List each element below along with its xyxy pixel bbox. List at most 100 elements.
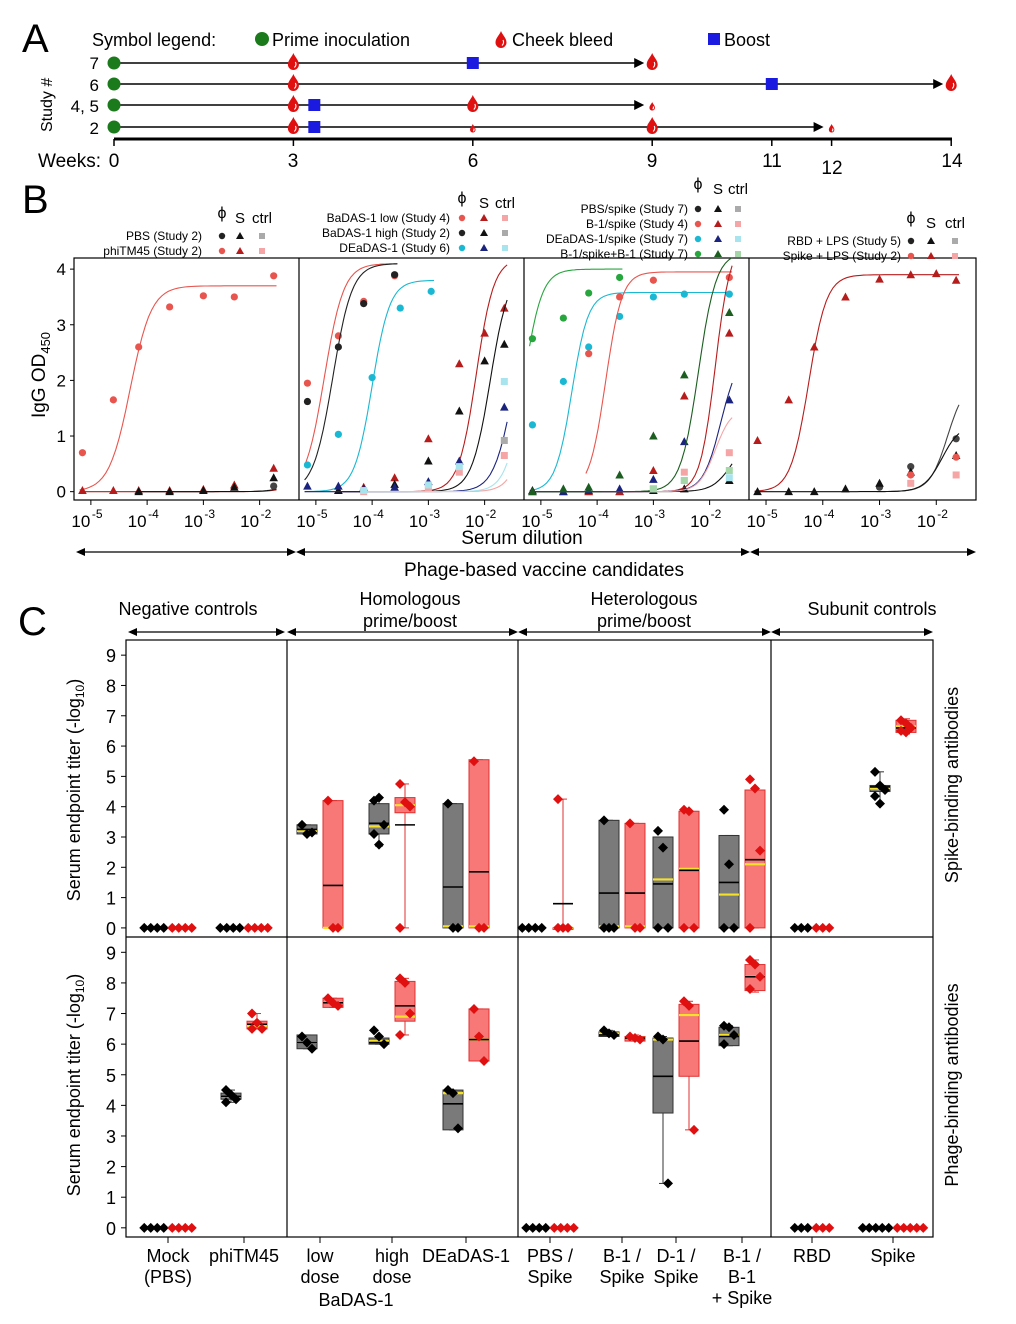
b-point-0-2-2 bbox=[199, 486, 208, 495]
b-point-2-9-1 bbox=[680, 477, 688, 485]
b-point-2-6-2 bbox=[584, 482, 593, 491]
c-ytick-label-1-6: 6 bbox=[106, 1035, 116, 1055]
phage-bracket-label: Phage-based vaccine candidates bbox=[404, 560, 684, 581]
b-point-0-0-0 bbox=[78, 449, 87, 457]
b-point-3-0-2 bbox=[809, 342, 819, 351]
c-0-cat8-red-point-0 bbox=[745, 774, 755, 785]
bleed-drop-3-2-shine bbox=[652, 125, 656, 132]
c-0-cat1-red-zero-3 bbox=[262, 922, 273, 933]
c-0-cat4-red-box bbox=[468, 759, 490, 929]
c-1-cat4-red-point-2 bbox=[479, 1055, 489, 1066]
b-point-3-0-0 bbox=[753, 435, 762, 444]
c-1-cat8-black-point-3 bbox=[719, 1039, 729, 1050]
b-xtick-label-1-2: 10 bbox=[409, 512, 428, 531]
b-point-1-7-0 bbox=[500, 436, 508, 444]
legend-ctrl-header-0: ctrl bbox=[252, 210, 272, 227]
b-point-2-6-4 bbox=[649, 431, 658, 440]
b-xtick-label-2-2: 10 bbox=[634, 512, 653, 531]
legend-s-mark-2-1 bbox=[714, 220, 722, 227]
b-fit-curve-0-0 bbox=[79, 285, 277, 491]
legend-phi-mark-0-1 bbox=[218, 247, 226, 255]
b-point-1-4-5 bbox=[480, 356, 489, 365]
legend-item-label-0-0: PBS (Study 2) bbox=[126, 229, 202, 243]
c-0-cat7-black-box bbox=[652, 836, 674, 929]
c-0-cat2-black-point-2 bbox=[307, 827, 317, 838]
b-point-1-6-1 bbox=[424, 485, 432, 493]
bleed-drop-1-0-shine bbox=[293, 82, 297, 89]
c-1-cat5-black-zero-3 bbox=[540, 1222, 551, 1233]
b-fit-curve-3-0 bbox=[754, 274, 959, 492]
c-category-label-9-0: RBD bbox=[793, 1246, 831, 1266]
c-1-cat8-red-point-3 bbox=[745, 984, 755, 995]
group-header-heterologous-1: Heterologous bbox=[590, 589, 697, 609]
c-0-cat3-red-point-0 bbox=[395, 778, 405, 789]
study-label-7: 7 bbox=[90, 54, 99, 73]
c-0-cat10-black-point-3 bbox=[870, 791, 880, 802]
b-point-3-2-0 bbox=[753, 487, 762, 496]
c-0-cat6-red-point-0 bbox=[625, 818, 635, 829]
c-1-cat1-red-point-0 bbox=[247, 1008, 257, 1019]
c-1-cat10-black-zero-1 bbox=[864, 1222, 875, 1233]
timeline-arrowhead-3 bbox=[813, 122, 824, 132]
c-1-cat2-black-point-1 bbox=[302, 1037, 312, 1048]
b-fit-curve-2-1 bbox=[529, 291, 733, 492]
c-0-cat0-red-zero-1 bbox=[173, 922, 184, 933]
b-xtick-label-3-3: 10 bbox=[917, 512, 936, 531]
c-0-cat0-black-zero-2 bbox=[152, 922, 163, 933]
c-category-label-0-1: (PBS) bbox=[144, 1267, 192, 1287]
b-point-1-5-1 bbox=[334, 481, 343, 490]
legend-phi-mark-2-3 bbox=[694, 250, 702, 258]
b-point-1-8-3 bbox=[500, 378, 508, 386]
b-fit-curve-1-8 bbox=[360, 462, 508, 493]
c-ytick-label-1-2: 2 bbox=[106, 1158, 116, 1178]
b-point-0-1-6 bbox=[269, 463, 278, 472]
c-1-cat5-black-zero-2 bbox=[534, 1222, 545, 1233]
group-bracket-negative-right-head bbox=[276, 628, 285, 636]
b-xtick-exp-3-1: -4 bbox=[824, 507, 835, 521]
c-category-label-5-1: Spike bbox=[527, 1267, 572, 1287]
b-point-3-1-2 bbox=[952, 435, 960, 443]
c-1-cat10-black-zero-4 bbox=[883, 1222, 894, 1233]
c-1-cat2-red-point-2 bbox=[333, 1000, 343, 1011]
b-point-1-6-2 bbox=[455, 468, 463, 476]
b-ytick-label-2: 2 bbox=[57, 371, 66, 390]
b-point-0-3-0 bbox=[270, 482, 278, 490]
legend-phi-mark-2-0 bbox=[694, 205, 702, 213]
c-0-cat1-black-zero-1 bbox=[221, 922, 232, 933]
bleed-drop-3-2 bbox=[646, 117, 658, 135]
c-category-label-6-1: Spike bbox=[599, 1267, 644, 1287]
legend-s-mark-2-0 bbox=[714, 205, 722, 212]
b-point-1-3-5 bbox=[480, 328, 489, 337]
c-0-cat1-red-zero-0 bbox=[243, 922, 254, 933]
c-0-cat9-red-zero-1 bbox=[817, 922, 828, 933]
legend-phi-header-2: ϕ bbox=[694, 176, 703, 193]
c-0-cat7-black-point-2 bbox=[663, 922, 673, 933]
c-0-cat0-black-zero-3 bbox=[158, 922, 169, 933]
legend-phi-mark-1-2 bbox=[458, 244, 466, 252]
b-point-2-1-6 bbox=[725, 290, 733, 298]
c-0-cat4-black-point-2 bbox=[453, 922, 463, 933]
c-1-cat10-red-zero-4 bbox=[918, 1222, 929, 1233]
c-1-cat8-black-point-2 bbox=[729, 1029, 739, 1040]
c-0-cat10-red-point-4 bbox=[901, 727, 911, 738]
c-1-cat9-black-zero-2 bbox=[802, 1222, 813, 1233]
week-tick-3: 3 bbox=[288, 151, 299, 172]
legend-ctrl-mark-0-0 bbox=[259, 233, 265, 239]
c-category-label-1-0: phiTM45 bbox=[209, 1246, 279, 1266]
b-point-1-8-1 bbox=[424, 481, 432, 489]
c-1-cat4-black-point-2 bbox=[453, 1123, 463, 1134]
c-0-cat3-black-point-1 bbox=[374, 792, 384, 803]
legend-ctrl-mark-0-1 bbox=[259, 248, 265, 254]
legend-item-label-2-2: DEaDAS-1/spike (Study 7) bbox=[546, 232, 688, 246]
b-point-3-4-0 bbox=[907, 479, 915, 487]
c-ytick-label-1-3: 3 bbox=[106, 1127, 116, 1147]
legend-s-header-0: S bbox=[235, 210, 245, 227]
panel-b-ylabel: IgG OD450 bbox=[29, 332, 53, 418]
b-point-3-2-2 bbox=[809, 487, 819, 496]
c-category-label-3-0: high bbox=[375, 1246, 409, 1266]
c-0-cat6-black-box bbox=[598, 819, 620, 929]
b-xtick-exp-3-3: -2 bbox=[937, 507, 948, 521]
legend-phi-header-3: ϕ bbox=[907, 210, 916, 227]
